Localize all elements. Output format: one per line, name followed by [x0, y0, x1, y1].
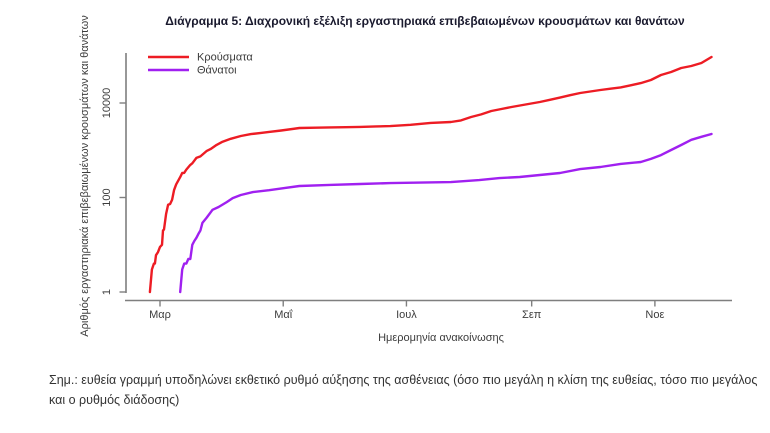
series-line: [178, 132, 713, 294]
footnote: Σημ.: ευθεία γραμμή υποδηλώνει εκθετικό …: [49, 373, 758, 407]
legend-label: Κρούσματα: [197, 52, 253, 64]
x-tick-label: Σεπ: [522, 309, 542, 321]
legend-label: Θάνατοι: [197, 65, 237, 77]
chart-title: Διάγραμμα 5: Διαχρονική εξέλιξη εργαστηρ…: [165, 14, 685, 28]
series-line: [148, 55, 713, 294]
x-tick-label: Μαΐ: [274, 309, 293, 321]
y-axis-title: Αριθμός εργαστηριακά επιβεβαιωμένων κρου…: [79, 15, 91, 337]
y-tick-label: 10000: [101, 88, 113, 119]
x-axis-title: Ημερομηνία ανακοίνωσης: [378, 332, 504, 344]
x-tick-label: Μαρ: [149, 309, 171, 321]
y-tick-label: 100: [101, 188, 113, 206]
x-tick-label: Νοε: [645, 309, 664, 321]
y-tick-label: 1: [101, 289, 113, 295]
x-tick-label: Ιουλ: [396, 309, 417, 321]
